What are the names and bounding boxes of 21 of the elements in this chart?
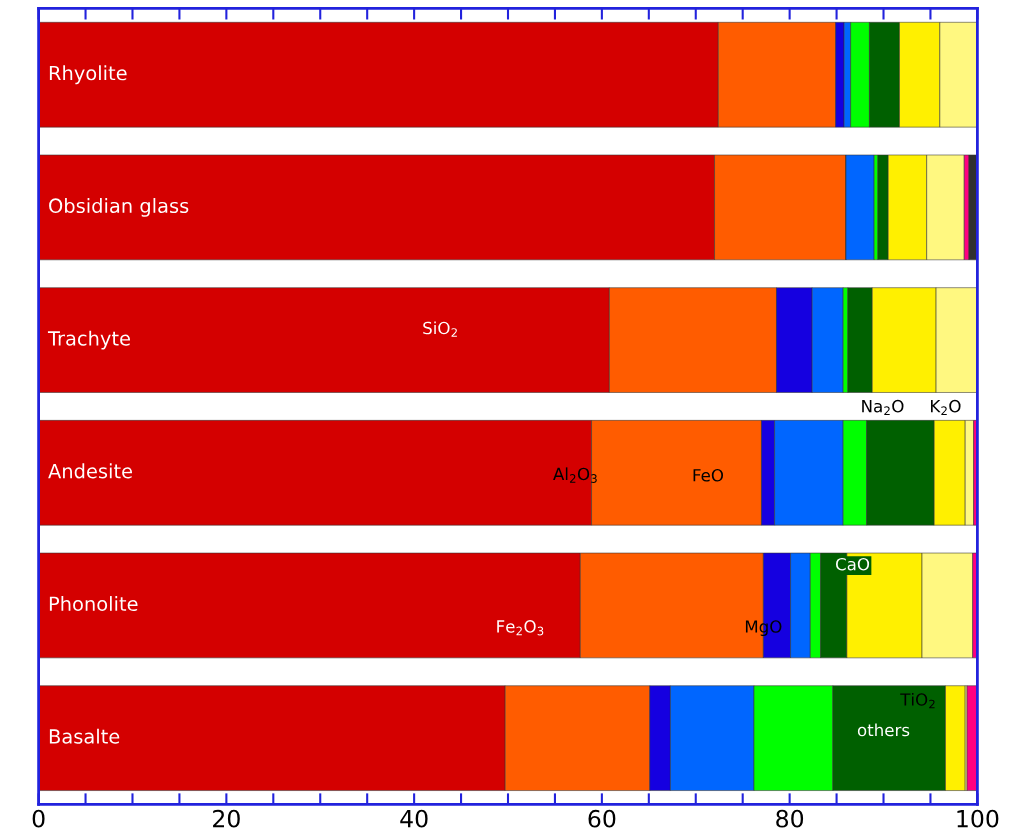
annotation: K$_{2}$O — [931, 399, 961, 415]
x-tick-label: 80 — [776, 809, 804, 828]
annotation: Na$_{2}$O — [862, 399, 904, 415]
x-tick-label: 100 — [957, 809, 999, 828]
y-tick-label: Rhyolite — [49, 65, 127, 85]
annotation: Al$_{2}$O$_{3}$ — [553, 467, 597, 483]
x-tick-label: 60 — [588, 809, 616, 828]
annotation: others — [857, 723, 910, 737]
x-tick-label: 40 — [400, 809, 428, 828]
annotation: FeO — [693, 468, 724, 482]
y-tick-label: Trachyte — [47, 330, 130, 350]
annotation: TiO$_{2}$ — [900, 692, 935, 709]
x-tick-label: 0 — [32, 809, 45, 828]
y-tick-label: Andesite — [48, 463, 133, 479]
y-tick-label: Obsidian glass — [49, 198, 189, 217]
annotation: SiO$_{2}$ — [423, 321, 457, 337]
x-tick-label: 20 — [213, 809, 240, 828]
y-tick-label: Basalte — [49, 728, 120, 744]
annotation: Fe$_{2}$O$_{3}$ — [497, 620, 544, 636]
annotation: CaO — [835, 557, 870, 571]
y-tick-label: Phonolite — [49, 596, 138, 612]
